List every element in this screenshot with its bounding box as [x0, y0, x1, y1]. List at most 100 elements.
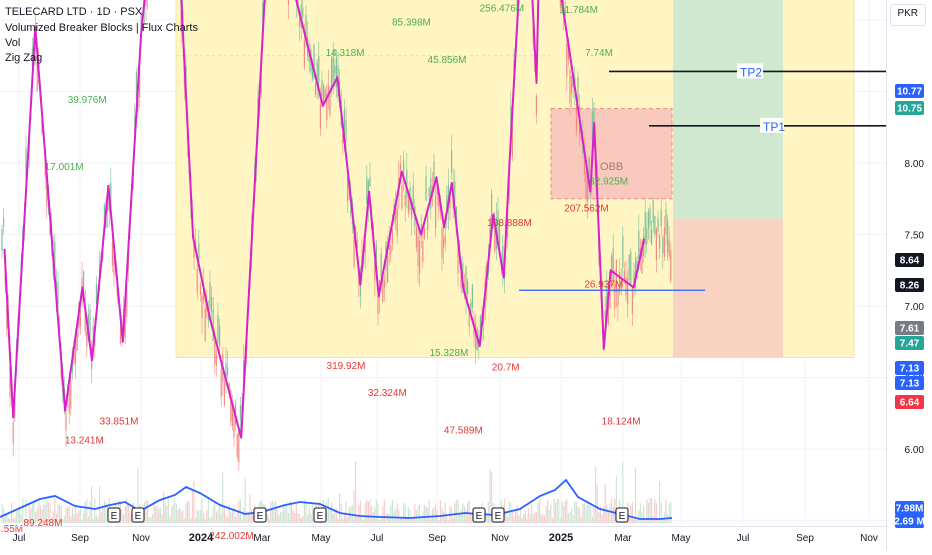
volume-bar [296, 502, 297, 523]
volume-bar [398, 510, 399, 523]
volume-bar [582, 504, 583, 523]
volume-bar [584, 503, 585, 523]
volume-bar [571, 508, 572, 523]
volume-bar [86, 499, 87, 523]
volume-bar [77, 513, 78, 523]
candle-body [145, 0, 146, 6]
volume-bar [456, 500, 457, 523]
volume-bar [552, 518, 553, 523]
price-tag: 7.61 [900, 324, 920, 335]
volume-bar [368, 502, 369, 523]
volume-bar [246, 511, 247, 523]
volume-label-red: 108.888M [487, 218, 531, 229]
indicator-volume[interactable]: Vol [5, 37, 20, 50]
volume-bar [648, 503, 649, 523]
volume-bar [585, 506, 586, 523]
volume-bar [547, 500, 548, 523]
volume-bar [293, 510, 294, 523]
earnings-marker-label: E [619, 511, 626, 522]
volume-label-red: 32.324M [368, 388, 407, 399]
volume-bar [448, 520, 449, 523]
time-tick-label: Sep [428, 533, 446, 544]
candle-body [321, 80, 322, 96]
volume-label-green: 39.976M [68, 95, 107, 106]
candle-body [197, 269, 198, 292]
indicator-zigzag[interactable]: Zig Zag [5, 52, 42, 65]
volume-bar [369, 500, 370, 523]
candle-body [408, 196, 409, 213]
indicator-breaker-blocks[interactable]: Volumized Breaker Blocks | Flux Charts [5, 22, 198, 35]
candle-body [536, 96, 537, 115]
candle-body [216, 355, 217, 366]
volume-bar [414, 504, 415, 523]
volume-bar [78, 510, 79, 523]
candle-body [325, 89, 326, 97]
volume-bar [401, 518, 402, 523]
price-tick-label: 7.50 [905, 231, 925, 242]
chart-title[interactable]: TELECARD LTD · 1D · PSX [5, 6, 142, 19]
candle-body [211, 297, 212, 311]
volume-bar [377, 503, 378, 523]
volume-bar [249, 495, 250, 523]
volume-bar [280, 512, 281, 523]
volume-bar [192, 490, 193, 523]
volume-bar [72, 508, 73, 523]
volume-bar [579, 508, 580, 523]
candle-body [669, 239, 670, 256]
volume-bar [397, 503, 398, 523]
volume-bar [573, 515, 574, 523]
volume-bar [505, 512, 506, 523]
candle-body [57, 282, 58, 303]
candle-body [467, 281, 468, 294]
volume-bar [233, 505, 234, 523]
volume-bar [278, 515, 279, 523]
volume-bar [155, 507, 156, 523]
volume-bar [195, 518, 196, 523]
volume-bar [446, 516, 447, 523]
volume-bar [299, 514, 300, 523]
volume-bar [198, 511, 199, 523]
candle-body [656, 229, 657, 261]
volume-bar [576, 501, 577, 523]
time-tick-label: May [672, 533, 691, 544]
volume-bar [403, 503, 404, 523]
time-tick-label: Jul [371, 533, 384, 544]
volume-bar [197, 510, 198, 523]
earnings-marker-label: E [476, 511, 483, 522]
volume-bar [507, 516, 508, 523]
candle-body [315, 83, 316, 95]
candle-body [429, 189, 430, 198]
candle-body [629, 255, 630, 281]
volume-bar [670, 502, 671, 523]
candle-body [622, 236, 623, 268]
volume-bar [285, 506, 286, 523]
volume-bar [227, 517, 228, 523]
candle-body [238, 430, 239, 462]
candle-body [401, 185, 402, 208]
volume-bar [435, 503, 436, 523]
volume-bar [353, 490, 354, 523]
volume-bar [665, 500, 666, 523]
volume-bar [528, 508, 529, 523]
volume-bar [425, 506, 426, 523]
candle-body [569, 70, 570, 103]
time-tick-label: Sep [796, 533, 814, 544]
price-tag: 2.69 M [894, 517, 925, 528]
volume-bar [515, 510, 516, 523]
volume-bar [152, 514, 153, 523]
volume-bar [166, 505, 167, 523]
volume-bar [537, 503, 538, 523]
volume-bar [427, 508, 428, 523]
volume-bar [453, 517, 454, 523]
candle-body [665, 210, 666, 235]
volume-bar [469, 500, 470, 523]
volume-bar [545, 506, 546, 523]
time-tick-label: 2024 [189, 532, 214, 544]
volume-bar [14, 518, 15, 523]
volume-bar [590, 506, 591, 523]
volume-bar [523, 514, 524, 523]
candle-body [392, 230, 393, 244]
volume-bar [94, 498, 95, 523]
